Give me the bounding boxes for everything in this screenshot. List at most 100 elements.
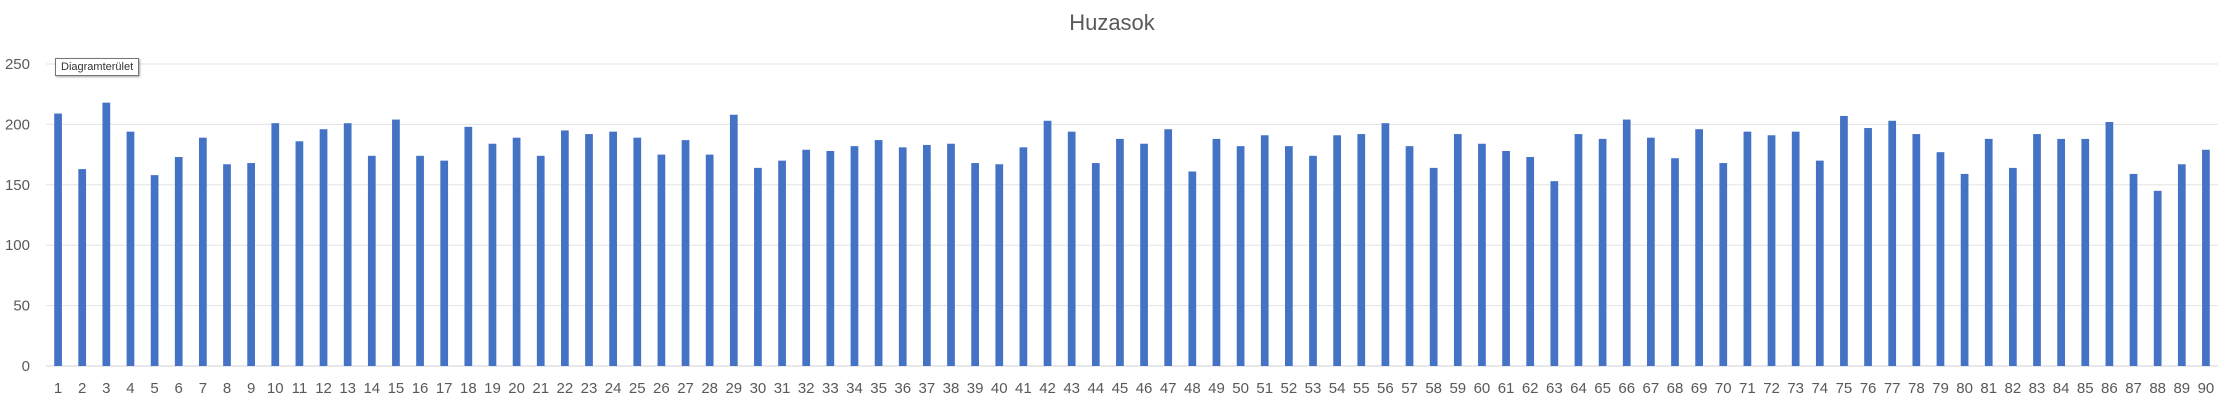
bar[interactable] [561,130,569,366]
bar[interactable] [1116,138,1124,366]
bar[interactable] [729,114,738,367]
bar[interactable] [1743,131,1752,366]
bar[interactable] [464,126,473,366]
bar[interactable] [1912,134,1921,366]
bar[interactable] [1478,143,1486,366]
bar[interactable] [802,149,811,366]
bar[interactable] [78,169,87,366]
bar[interactable] [1429,167,1438,366]
bar[interactable] [54,113,62,366]
y-tick-label: 200 [5,116,30,133]
x-tick-label: 81 [1980,380,1997,397]
x-tick-label: 85 [2077,380,2094,397]
bar[interactable] [1043,120,1052,366]
bar[interactable] [1357,134,1366,366]
x-tick-label: 62 [1522,380,1539,397]
x-tick-label: 58 [1425,380,1442,397]
bar[interactable] [898,147,907,366]
x-tick-label: 70 [1715,380,1732,397]
bar[interactable] [1260,135,1269,366]
bar[interactable] [2033,134,2041,366]
bar[interactable] [1188,171,1197,366]
bar[interactable] [1236,146,1245,366]
bar[interactable] [1502,150,1510,366]
bar[interactable] [2057,138,2065,366]
bar[interactable] [1984,138,1993,366]
bar[interactable] [585,134,593,366]
bar[interactable] [1140,143,1148,366]
bar[interactable] [1695,129,1703,366]
bar[interactable] [1767,135,1776,366]
bar[interactable] [1960,173,1969,366]
bar[interactable] [850,146,859,366]
bar[interactable] [174,157,183,366]
bar[interactable] [1526,157,1535,366]
bar[interactable] [1091,163,1100,366]
bar[interactable] [343,123,352,366]
bar[interactable] [1333,135,1341,366]
bar[interactable] [1888,120,1897,366]
bar[interactable] [1864,128,1872,366]
bar[interactable] [1598,138,1607,366]
bar[interactable] [1936,152,1945,366]
bar[interactable] [295,141,304,366]
bar[interactable] [1019,147,1028,366]
bar[interactable] [1285,146,1293,366]
bar[interactable] [1067,131,1076,366]
bar[interactable] [947,143,955,366]
x-tick-label: 89 [2173,380,2190,397]
bar[interactable] [657,154,666,366]
bar[interactable] [2129,173,2138,366]
bar[interactable] [633,137,642,366]
x-tick-label: 30 [750,380,767,397]
bar[interactable] [488,143,497,366]
bar[interactable] [1671,158,1679,366]
bar[interactable] [1453,134,1462,366]
bar[interactable] [1381,123,1390,366]
bar[interactable] [1550,181,1559,366]
bar[interactable] [995,164,1004,366]
bar[interactable] [416,155,424,366]
bar[interactable] [512,137,521,366]
bar[interactable] [971,163,979,366]
bar[interactable] [826,150,835,366]
bar[interactable] [874,140,883,366]
bar[interactable] [923,144,931,366]
bar[interactable] [1791,131,1800,366]
bar[interactable] [2081,138,2090,366]
bar[interactable] [681,140,690,366]
bar[interactable] [319,129,328,366]
bar[interactable] [150,175,159,366]
bar[interactable] [2105,121,2114,366]
bar[interactable] [705,154,714,366]
bar[interactable] [1574,134,1583,366]
bar[interactable] [440,160,449,366]
bar[interactable] [536,155,545,366]
bar[interactable] [271,123,280,366]
bar[interactable] [2153,190,2162,366]
bar[interactable] [2202,149,2210,366]
bar[interactable] [392,119,400,367]
bar[interactable] [2177,164,2186,366]
bar[interactable] [609,131,617,366]
bar[interactable] [754,167,762,366]
bar[interactable] [1309,155,1317,366]
bar[interactable] [2009,167,2017,366]
bar[interactable] [1840,115,1848,366]
bar[interactable] [223,164,231,366]
bar[interactable] [778,160,786,366]
bar[interactable] [247,163,255,366]
bar[interactable] [1647,137,1655,366]
bar[interactable] [1212,138,1221,366]
bar[interactable] [1405,146,1414,366]
bar[interactable] [1815,160,1824,366]
bar[interactable] [1622,119,1631,367]
bar[interactable] [1164,129,1173,366]
bar[interactable] [199,137,207,366]
bar[interactable] [126,131,135,366]
bar[interactable] [102,102,111,366]
bar[interactable] [1719,163,1728,366]
x-tick-label: 29 [725,380,742,397]
bar[interactable] [367,155,376,366]
